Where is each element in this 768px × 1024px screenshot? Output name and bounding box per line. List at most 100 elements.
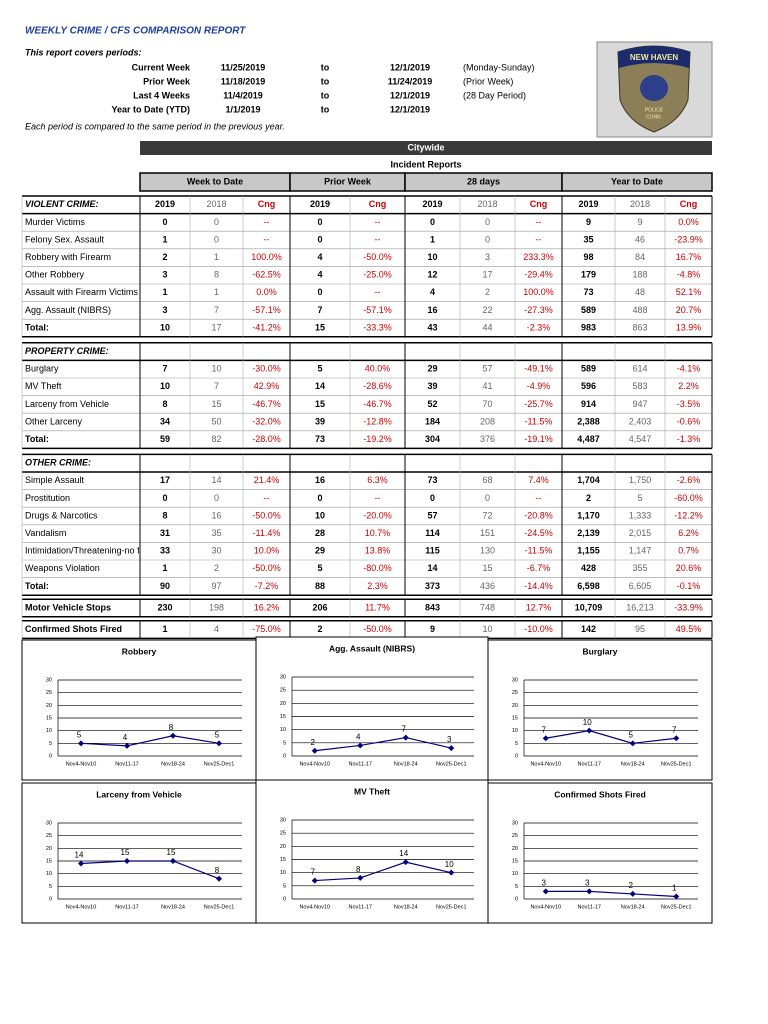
- chart-frame: [21, 782, 257, 924]
- point: [629, 740, 636, 747]
- column-header: 2018: [206, 199, 226, 209]
- cell: 10: [427, 252, 437, 262]
- data-label: 10: [583, 718, 592, 727]
- cell: 0: [162, 493, 167, 503]
- data-label: 3: [542, 879, 547, 888]
- column-header: 2019: [155, 199, 175, 209]
- column-header: Cng: [680, 199, 698, 209]
- cell: 130: [480, 546, 495, 556]
- cell: -30.0%: [252, 364, 281, 374]
- point: [448, 869, 455, 876]
- cell: 35: [211, 528, 221, 538]
- point: [542, 735, 549, 742]
- point: [673, 893, 680, 900]
- cell: 12: [427, 270, 437, 280]
- cell: 583: [632, 381, 647, 391]
- cell: 1,704: [577, 475, 600, 485]
- cell: 10: [160, 322, 170, 332]
- column-header: Cng: [369, 199, 387, 209]
- cell: 8: [162, 510, 167, 520]
- cell: 16.7%: [676, 252, 702, 262]
- x-tick-label: Nov4-Nov10: [66, 904, 97, 910]
- cell: 43: [427, 322, 437, 332]
- y-tick-label: 0: [283, 753, 286, 759]
- cell: --: [375, 493, 381, 503]
- row-label: Robbery with Firearm: [25, 252, 111, 262]
- cell: 15: [315, 399, 325, 409]
- table-scope: Citywide: [407, 142, 444, 152]
- cell: 29: [427, 364, 437, 374]
- cell: 188: [632, 270, 647, 280]
- row-label: Other Larceny: [25, 416, 83, 426]
- cell: 0: [485, 493, 490, 503]
- cell: -12.2%: [674, 510, 703, 520]
- row-label: Confirmed Shots Fired: [25, 624, 122, 634]
- point: [311, 747, 318, 754]
- cell: 4,547: [629, 434, 652, 444]
- y-tick-label: 10: [512, 728, 518, 734]
- x-tick-label: Nov11-17: [115, 761, 138, 767]
- x-tick-label: Nov25-Dec1: [204, 761, 235, 767]
- cell: 1: [162, 287, 167, 297]
- x-tick-label: Nov25-Dec1: [661, 761, 692, 767]
- y-tick-label: 10: [280, 727, 286, 733]
- cell: -19.2%: [363, 434, 392, 444]
- group-header: Prior Week: [324, 176, 372, 186]
- cell: 233.3%: [523, 252, 554, 262]
- cell: 115: [425, 546, 440, 556]
- y-tick-label: 20: [46, 846, 52, 852]
- period-end: 12/1/2019: [390, 104, 430, 114]
- period-start: 1/1/2019: [225, 104, 260, 114]
- y-tick-label: 15: [280, 714, 286, 720]
- cell: 82: [211, 434, 221, 444]
- point: [78, 860, 84, 867]
- cell: -57.1%: [252, 305, 281, 315]
- cell: 2,388: [577, 416, 600, 426]
- cell: 488: [632, 305, 647, 315]
- point: [170, 858, 176, 864]
- cell: --: [536, 217, 542, 227]
- chart-frame: [487, 782, 713, 924]
- cell: -50.0%: [252, 510, 281, 520]
- y-tick-label: 0: [515, 753, 518, 759]
- scope-bar: [140, 141, 712, 155]
- data-label: 7: [311, 868, 316, 877]
- cell: -7.2%: [255, 581, 279, 591]
- cell: 589: [581, 364, 596, 374]
- cell: 7.4%: [528, 475, 549, 485]
- cell: 376: [480, 434, 495, 444]
- cell: 9: [637, 217, 642, 227]
- cell: -62.5%: [252, 270, 281, 280]
- data-label: 1: [672, 884, 677, 893]
- cell: 84: [635, 252, 645, 262]
- cell: 8: [162, 399, 167, 409]
- cell: 15: [482, 563, 492, 573]
- cell: 16,213: [626, 602, 654, 612]
- x-tick-label: Nov18-24: [394, 761, 418, 767]
- row-label: Felony Sex. Assault: [25, 234, 105, 244]
- cell: 114: [425, 528, 440, 538]
- cell: -32.0%: [252, 416, 281, 426]
- point: [629, 890, 636, 897]
- cell: -10.0%: [524, 624, 553, 634]
- cell: -4.8%: [677, 270, 701, 280]
- point: [170, 732, 176, 739]
- cell: 2: [162, 252, 167, 262]
- y-tick-label: 30: [512, 820, 518, 826]
- cell: 42.9%: [254, 381, 280, 391]
- cell: -75.0%: [252, 624, 281, 634]
- period-note: (28 Day Period): [463, 90, 526, 100]
- cell: 614: [632, 364, 647, 374]
- cell: -4.9%: [527, 381, 551, 391]
- row-label: Larceny from Vehicle: [25, 399, 109, 409]
- cell: -20.8%: [524, 510, 553, 520]
- data-label: 14: [75, 851, 84, 860]
- cell: 4: [317, 252, 322, 262]
- cell: 57: [482, 364, 492, 374]
- cell: -11.5%: [525, 546, 553, 556]
- cell: 4: [430, 287, 435, 297]
- cell: --: [536, 493, 542, 503]
- y-tick-label: 5: [49, 884, 52, 890]
- cell: 2: [485, 287, 490, 297]
